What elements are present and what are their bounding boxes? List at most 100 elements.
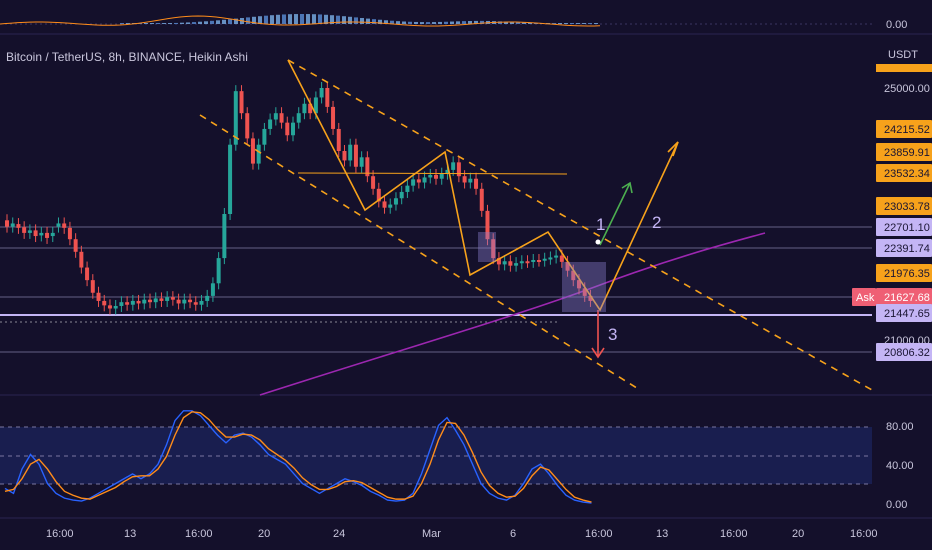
macd-histogram-bar	[192, 22, 196, 24]
macd-histogram-bar	[306, 14, 310, 24]
macd-histogram-bar	[246, 17, 250, 24]
candle-body	[382, 201, 387, 208]
candle-body	[348, 144, 353, 161]
time-axis: 16:00 13 16:00 20 24 Mar 6 16:00 13 16:00 20 16:00	[0, 517, 932, 540]
moving-average-path	[259, 232, 766, 396]
price-grid	[0, 226, 932, 396]
candle-body	[228, 144, 233, 214]
candle-body	[468, 178, 473, 183]
macd-histogram-bar	[264, 15, 268, 24]
macd-histogram-bar	[570, 23, 574, 24]
macd-histogram-bar	[126, 23, 130, 24]
candle-body	[376, 188, 381, 202]
macd-histogram-bar	[528, 22, 532, 24]
price-tag-label: 21447.65	[884, 308, 930, 320]
price-tag-label: 20806.32	[884, 347, 930, 359]
macd-histogram-bar	[120, 23, 124, 24]
macd-histogram-bar	[300, 13, 304, 24]
stoch-axis-label: 0.00	[886, 499, 907, 511]
candle-body	[548, 257, 553, 260]
channel-lower-line	[199, 114, 641, 391]
time-axis-label: 20	[792, 528, 804, 540]
candle-body	[50, 232, 55, 237]
macd-histogram-bar	[516, 22, 520, 24]
macd-histogram-bar	[336, 15, 340, 24]
candle-body	[102, 300, 107, 306]
candle-body	[62, 223, 67, 228]
candle-body	[554, 255, 559, 258]
macd-histogram-bar	[558, 23, 562, 24]
ask-label: Ask	[856, 292, 875, 304]
macd-histogram-bar	[276, 14, 280, 24]
stoch-axis-label: 40.00	[886, 460, 914, 472]
price-tag-label: 23033.78	[884, 201, 930, 213]
macd-histogram-bar	[144, 23, 148, 24]
candle-body	[393, 198, 398, 205]
candle-body	[577, 280, 581, 289]
macd-histogram-bar	[354, 17, 358, 24]
time-axis-label: 16:00	[46, 528, 74, 540]
macd-histogram-bar	[588, 23, 592, 24]
candle-body	[319, 88, 324, 98]
price-tag-label: 21627.68	[884, 292, 930, 304]
time-axis-label: 16:00	[720, 528, 748, 540]
macd-histogram-bar	[510, 21, 514, 24]
candle-body	[519, 261, 524, 264]
macd-histogram-bar	[348, 16, 352, 24]
candle-body	[531, 259, 536, 262]
candle-body	[525, 261, 530, 264]
macd-histogram-bar	[474, 20, 478, 24]
macd-histogram-bar	[504, 21, 508, 24]
candle-body	[188, 299, 193, 303]
price-tag	[876, 239, 932, 257]
candle-body	[491, 239, 496, 259]
candle-body	[371, 176, 376, 189]
candle-body	[479, 188, 484, 211]
macd-histogram-bar	[186, 22, 190, 24]
candle-body	[268, 119, 273, 129]
candle-body	[142, 299, 147, 304]
macd-histogram-bar	[252, 16, 256, 24]
candle-body	[428, 174, 433, 178]
candle-body	[571, 270, 576, 281]
macd-histogram-bar	[582, 23, 586, 24]
macd-histogram-bar	[294, 14, 298, 24]
stochastic-panel: 80.00 40.00 0.00	[0, 410, 914, 511]
macd-histogram-bar	[468, 20, 472, 24]
time-axis-label: 13	[656, 528, 668, 540]
ask-tag	[852, 288, 876, 306]
candle-body	[365, 157, 370, 177]
candle-body	[536, 259, 541, 262]
macd-histogram-bar	[522, 22, 526, 24]
time-axis-label: 16:00	[850, 528, 878, 540]
candle-body	[193, 302, 198, 305]
macd-histogram-bar	[234, 18, 238, 24]
time-axis-label: Mar	[422, 528, 441, 540]
macd-histogram-bar	[258, 16, 262, 24]
candle-body	[445, 169, 450, 174]
candle-body	[439, 173, 444, 179]
price-tag	[876, 264, 932, 282]
candle-body	[588, 295, 593, 301]
candle-body	[302, 103, 307, 114]
macd-histogram-bar	[564, 23, 568, 24]
price-axis: USDT 25000.00 24215.52 23859.91 23532.34 2303…	[852, 49, 932, 361]
candle-body	[474, 178, 479, 189]
candle-body	[296, 113, 301, 123]
chart-drawings: 1 2 3	[199, 59, 873, 391]
candle-body	[285, 122, 290, 136]
candle-body	[565, 261, 570, 271]
stoch-k-line	[4, 410, 592, 504]
candle-body	[359, 157, 364, 167]
candle-body	[205, 295, 210, 301]
macd-histogram-bar	[318, 14, 322, 24]
zigzag-pattern	[287, 59, 679, 312]
price-tag-label: 23532.34	[884, 168, 930, 180]
moving-average-line	[259, 232, 766, 396]
candle-body	[45, 232, 50, 238]
candle-body	[399, 191, 404, 199]
candle-body	[416, 179, 421, 183]
candle-body	[342, 151, 347, 161]
macd-histogram-bar	[402, 21, 406, 24]
macd-histogram-bar	[150, 23, 154, 24]
